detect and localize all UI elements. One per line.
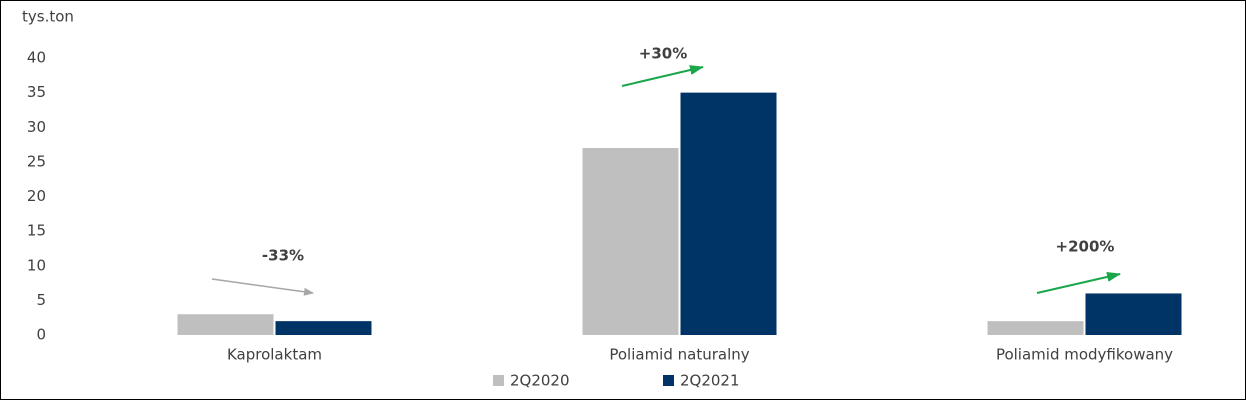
y-tick-label: 35: [27, 83, 46, 101]
x-tick-label: Poliamid modyfikowany: [996, 346, 1173, 364]
annotation-arrow: [621, 65, 704, 87]
annotation: +30%: [639, 45, 687, 63]
y-tick-label: 20: [27, 187, 46, 205]
bar: [582, 148, 679, 335]
x-tick-label: Kaprolaktam: [227, 346, 322, 364]
legend-label: 2Q2020: [510, 372, 570, 390]
bar: [987, 321, 1084, 335]
x-tick-label: Poliamid naturalny: [609, 346, 749, 364]
y-axis-label: tys.ton: [22, 8, 74, 26]
bar: [275, 321, 372, 335]
legend-label: 2Q2021: [680, 372, 740, 390]
annotation: -33%: [262, 247, 304, 265]
annotation: +200%: [1056, 238, 1115, 256]
legend-swatch: [493, 375, 504, 386]
legend-swatch: [663, 375, 674, 386]
y-tick-label: 5: [36, 291, 46, 309]
y-tick-label: 25: [27, 152, 46, 170]
y-tick-label: 10: [27, 256, 46, 274]
bar: [1085, 293, 1182, 335]
y-tick-label: 15: [27, 222, 46, 240]
y-tick-label: 40: [27, 49, 46, 67]
annotation-arrow: [211, 278, 314, 296]
bar: [177, 314, 274, 335]
y-tick-label: 0: [36, 326, 46, 344]
bar: [680, 92, 777, 335]
y-tick-label: 30: [27, 118, 46, 136]
annotation-arrow: [1036, 272, 1121, 294]
